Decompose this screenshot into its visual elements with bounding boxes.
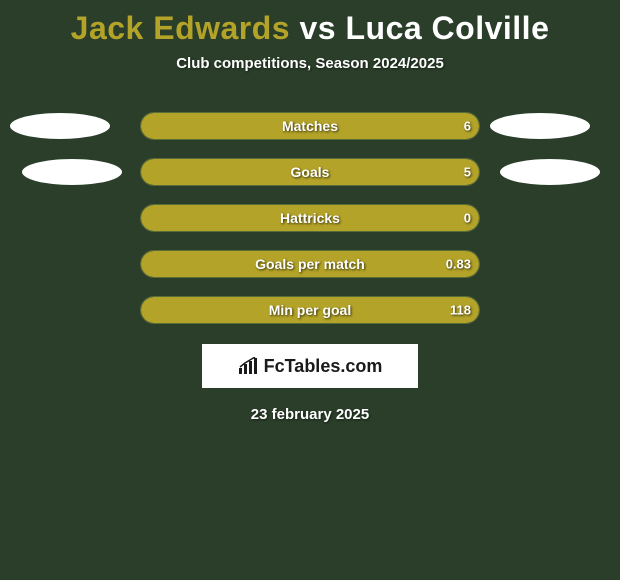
stats-area: Matches 6 Goals 5 Hattricks 0 Goals per match 0… — [0, 112, 620, 324]
stat-value: 0.83 — [446, 257, 471, 272]
stat-row: Min per goal 118 — [0, 296, 620, 324]
stat-label: Matches — [282, 118, 338, 134]
chart-icon — [238, 357, 260, 375]
stat-label: Min per goal — [269, 302, 351, 318]
stat-row: Goals 5 — [0, 158, 620, 186]
player1-name: Jack Edwards — [71, 10, 290, 46]
stat-label: Goals — [291, 164, 330, 180]
stat-row: Goals per match 0.83 — [0, 250, 620, 278]
stat-bar: Matches 6 — [140, 112, 480, 140]
right-ellipse — [490, 113, 590, 139]
vs-text: vs — [299, 10, 336, 46]
left-ellipse — [10, 113, 110, 139]
logo-text: FcTables.com — [238, 356, 383, 377]
stat-value: 0 — [464, 211, 471, 226]
stat-label: Goals per match — [255, 256, 365, 272]
stat-label: Hattricks — [280, 210, 340, 226]
stat-row: Matches 6 — [0, 112, 620, 140]
stat-value: 5 — [464, 165, 471, 180]
stat-value: 118 — [450, 303, 471, 318]
stat-row: Hattricks 0 — [0, 204, 620, 232]
right-ellipse — [500, 159, 600, 185]
logo-box[interactable]: FcTables.com — [202, 344, 418, 388]
logo-label: FcTables.com — [264, 356, 383, 377]
stat-bar: Goals per match 0.83 — [140, 250, 480, 278]
left-ellipse — [22, 159, 122, 185]
date-line: 23 february 2025 — [0, 406, 620, 423]
page-title: Jack Edwards vs Luca Colville — [0, 0, 620, 47]
stat-bar: Min per goal 118 — [140, 296, 480, 324]
stat-bar: Hattricks 0 — [140, 204, 480, 232]
player2-name: Luca Colville — [345, 10, 549, 46]
stat-bar: Goals 5 — [140, 158, 480, 186]
stat-value: 6 — [464, 119, 471, 134]
subtitle: Club competitions, Season 2024/2025 — [0, 55, 620, 72]
